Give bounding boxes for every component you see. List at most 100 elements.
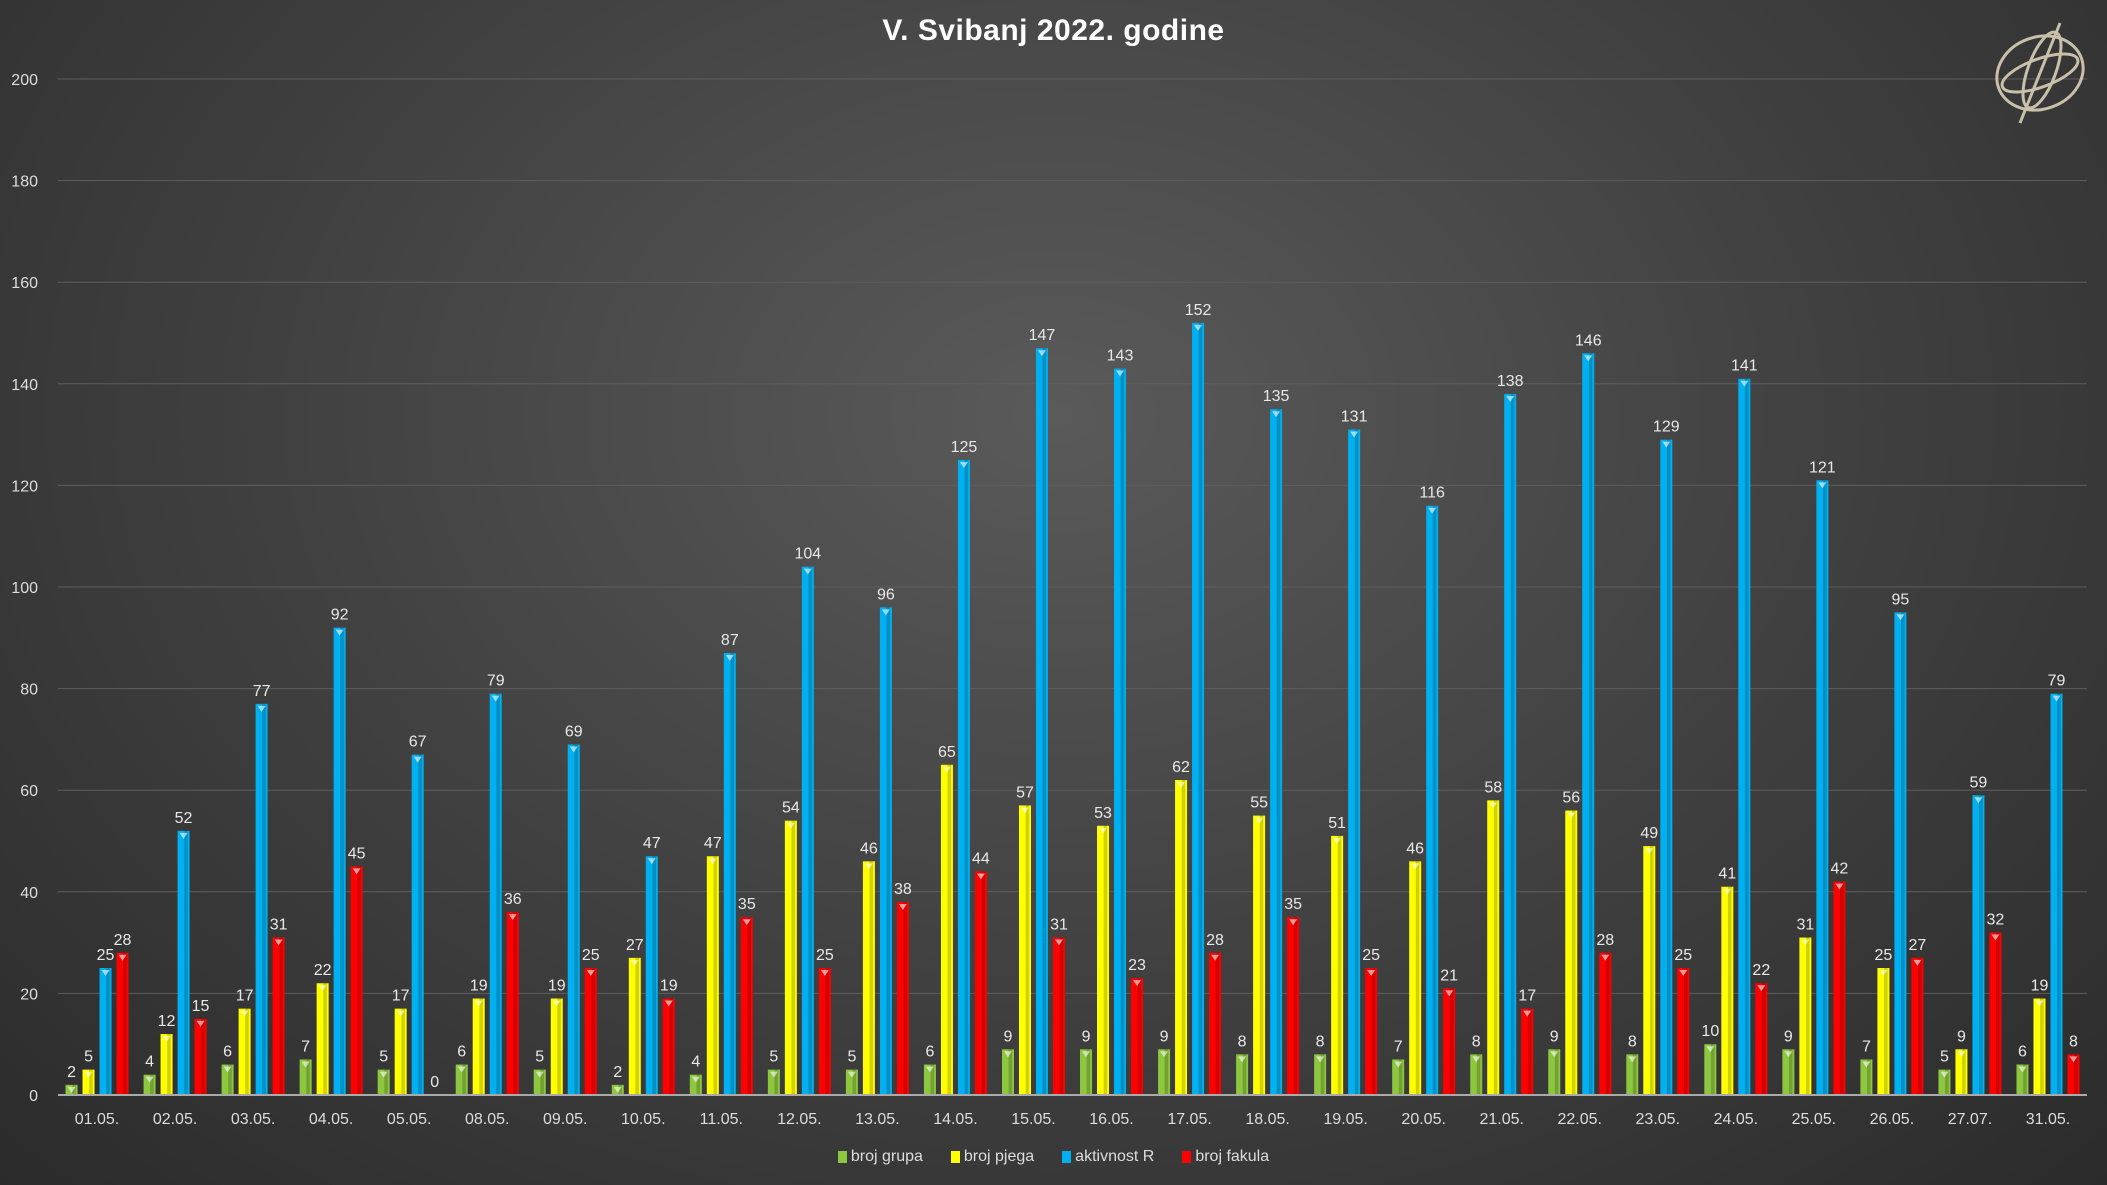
- data-label: 77: [253, 683, 271, 700]
- data-label: 25: [97, 947, 115, 964]
- bar-cap: [708, 858, 717, 865]
- bar-shade: [852, 1069, 857, 1095]
- data-label: 8: [2069, 1033, 2078, 1050]
- x-tick-label: 31.05.: [2026, 1111, 2070, 1128]
- bar-shade: [2040, 998, 2044, 1095]
- bar-shade: [513, 912, 517, 1095]
- bar-shade: [1432, 505, 1437, 1096]
- bar-shade: [540, 1069, 544, 1095]
- bar-cap: [491, 695, 500, 702]
- bar: [1236, 1054, 1249, 1095]
- data-label: 141: [1731, 358, 1758, 375]
- legend-label: broj pjega: [963, 1148, 1035, 1165]
- bar: [896, 901, 909, 1095]
- bar-shade: [2057, 693, 2061, 1095]
- bar: [377, 1069, 390, 1095]
- data-label: 36: [504, 891, 522, 908]
- x-tick-label: 25.05.: [1792, 1111, 1836, 1128]
- bar: [1331, 835, 1344, 1095]
- bar: [584, 968, 597, 1095]
- legend-item: broj pjega: [950, 1148, 1035, 1166]
- bar-cap: [976, 873, 985, 880]
- bar-cap: [1506, 395, 1515, 402]
- data-label: 8: [1472, 1033, 1481, 1050]
- bar-cap: [1133, 980, 1142, 987]
- bar-shade: [357, 866, 361, 1095]
- bar-shade: [1805, 937, 1810, 1095]
- bar: [1270, 409, 1283, 1095]
- bar-cap: [1255, 817, 1264, 824]
- bar-cap: [847, 1071, 856, 1078]
- bar: [784, 820, 797, 1095]
- data-label: 7: [301, 1038, 310, 1055]
- bar-cap: [691, 1076, 700, 1083]
- data-label: 46: [860, 840, 878, 857]
- bar-cap: [1350, 431, 1359, 438]
- bar-cap: [959, 462, 968, 468]
- data-label: 5: [847, 1049, 856, 1066]
- data-label: 65: [938, 744, 956, 761]
- bar: [177, 830, 190, 1095]
- bar-shade: [184, 830, 188, 1095]
- legend-label: aktivnost R: [1075, 1148, 1155, 1165]
- bar-cap: [569, 746, 578, 753]
- bar-shade: [1137, 978, 1142, 1095]
- bar: [489, 693, 502, 1095]
- bar: [662, 998, 675, 1095]
- data-label: 28: [1206, 932, 1224, 949]
- bar: [1521, 1008, 1534, 1095]
- bar-cap: [820, 970, 829, 976]
- data-label: 27: [1909, 937, 1927, 954]
- bar: [2050, 693, 2063, 1095]
- bar-shade: [1476, 1054, 1481, 1095]
- bar-cap: [1367, 970, 1376, 976]
- bar-cap: [1316, 1056, 1325, 1063]
- legend-swatch: [1182, 1151, 1192, 1163]
- data-label: 19: [470, 977, 488, 994]
- x-tick-label: 19.05.: [1323, 1111, 1367, 1128]
- bar-cap: [274, 939, 283, 946]
- bar-shade: [89, 1069, 93, 1095]
- bar-cap: [257, 705, 266, 712]
- data-label: 22: [314, 962, 332, 979]
- bar-shade: [1276, 409, 1281, 1095]
- bar-cap: [1523, 1010, 1532, 1017]
- bar-shade: [2074, 1054, 2078, 1095]
- bar-shade: [340, 627, 344, 1095]
- bar-cap: [1272, 411, 1281, 418]
- bar-shade: [1215, 952, 1220, 1095]
- x-tick-label: 05.05.: [387, 1111, 431, 1128]
- bar: [1392, 1059, 1405, 1095]
- bar-cap: [1082, 1051, 1091, 1058]
- data-label: 87: [721, 632, 739, 649]
- bar-shade: [1059, 937, 1064, 1095]
- bar: [411, 754, 424, 1095]
- bar-shade: [1571, 810, 1576, 1095]
- bar-cap: [508, 914, 517, 921]
- bar-shade: [1822, 480, 1827, 1095]
- data-label: 9: [1004, 1028, 1013, 1045]
- bar: [272, 937, 285, 1095]
- bar-cap: [1472, 1056, 1481, 1063]
- bar-cap: [1835, 883, 1844, 890]
- bar-shade: [1605, 952, 1610, 1095]
- bar: [1972, 795, 1985, 1095]
- data-label: 2: [613, 1064, 622, 1081]
- bar-shade: [930, 1064, 935, 1095]
- bar-cap: [1957, 1051, 1966, 1058]
- bar: [1158, 1049, 1171, 1095]
- bar-shade: [1901, 612, 1905, 1095]
- bar: [1704, 1044, 1717, 1095]
- bar-cap: [2069, 1056, 2078, 1063]
- bar: [940, 764, 953, 1095]
- bar: [1565, 810, 1578, 1095]
- bar: [1738, 378, 1751, 1096]
- bar: [394, 1008, 407, 1095]
- bar: [1035, 348, 1048, 1095]
- bar: [1504, 393, 1517, 1096]
- bar: [957, 460, 970, 1095]
- x-tick-label: 02.05.: [153, 1111, 197, 1128]
- x-tick-label: 10.05.: [621, 1111, 665, 1128]
- bar-shade: [869, 861, 874, 1095]
- bar-shade: [1884, 968, 1888, 1095]
